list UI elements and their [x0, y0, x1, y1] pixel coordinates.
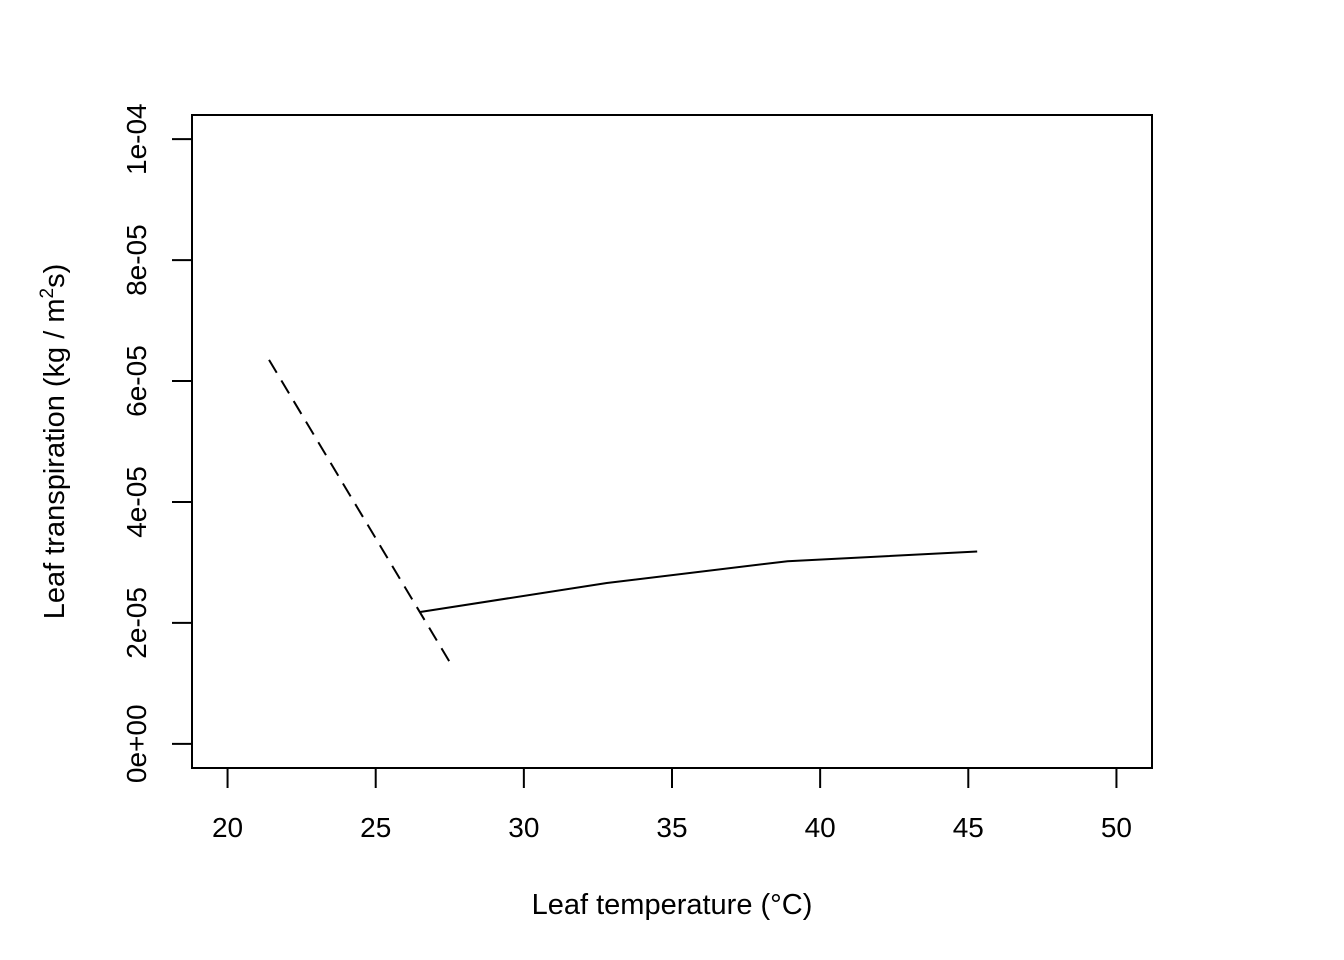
- x-tick-label: 20: [212, 812, 243, 843]
- y-tick-label: 8e-05: [121, 224, 152, 296]
- x-tick-label: 30: [508, 812, 539, 843]
- y-axis-title: Leaf transpiration (kg / m2s): [37, 264, 71, 620]
- y-tick-label: 2e-05: [121, 587, 152, 659]
- y-tick-label: 1e-04: [121, 103, 152, 175]
- x-axis-title: Leaf temperature (°C): [532, 889, 813, 921]
- y-axis-title-main: Leaf transpiration (kg / m: [39, 298, 71, 619]
- x-axis: 20 25 30 35 40 45 50: [212, 767, 1132, 843]
- x-tick-label: 35: [656, 812, 687, 843]
- series-line-2: [419, 550, 978, 613]
- y-axis-title-superscript: 2: [37, 288, 58, 299]
- series-line-1: [268, 359, 451, 663]
- y-tick-label: 6e-05: [121, 345, 152, 417]
- x-tick-label: 25: [360, 812, 391, 843]
- y-tick-label: 0e+00: [121, 704, 152, 783]
- plot-frame: [191, 114, 1153, 769]
- x-tick-label: 50: [1101, 812, 1132, 843]
- y-axis: 0e+00 2e-05 4e-05 6e-05 8e-05 1e-04: [121, 103, 193, 783]
- y-axis-title-end: s): [39, 264, 71, 288]
- y-tick-label: 4e-05: [121, 466, 152, 538]
- series-layer: [268, 359, 978, 663]
- x-tick-label: 40: [805, 812, 836, 843]
- x-tick-label: 45: [953, 812, 984, 843]
